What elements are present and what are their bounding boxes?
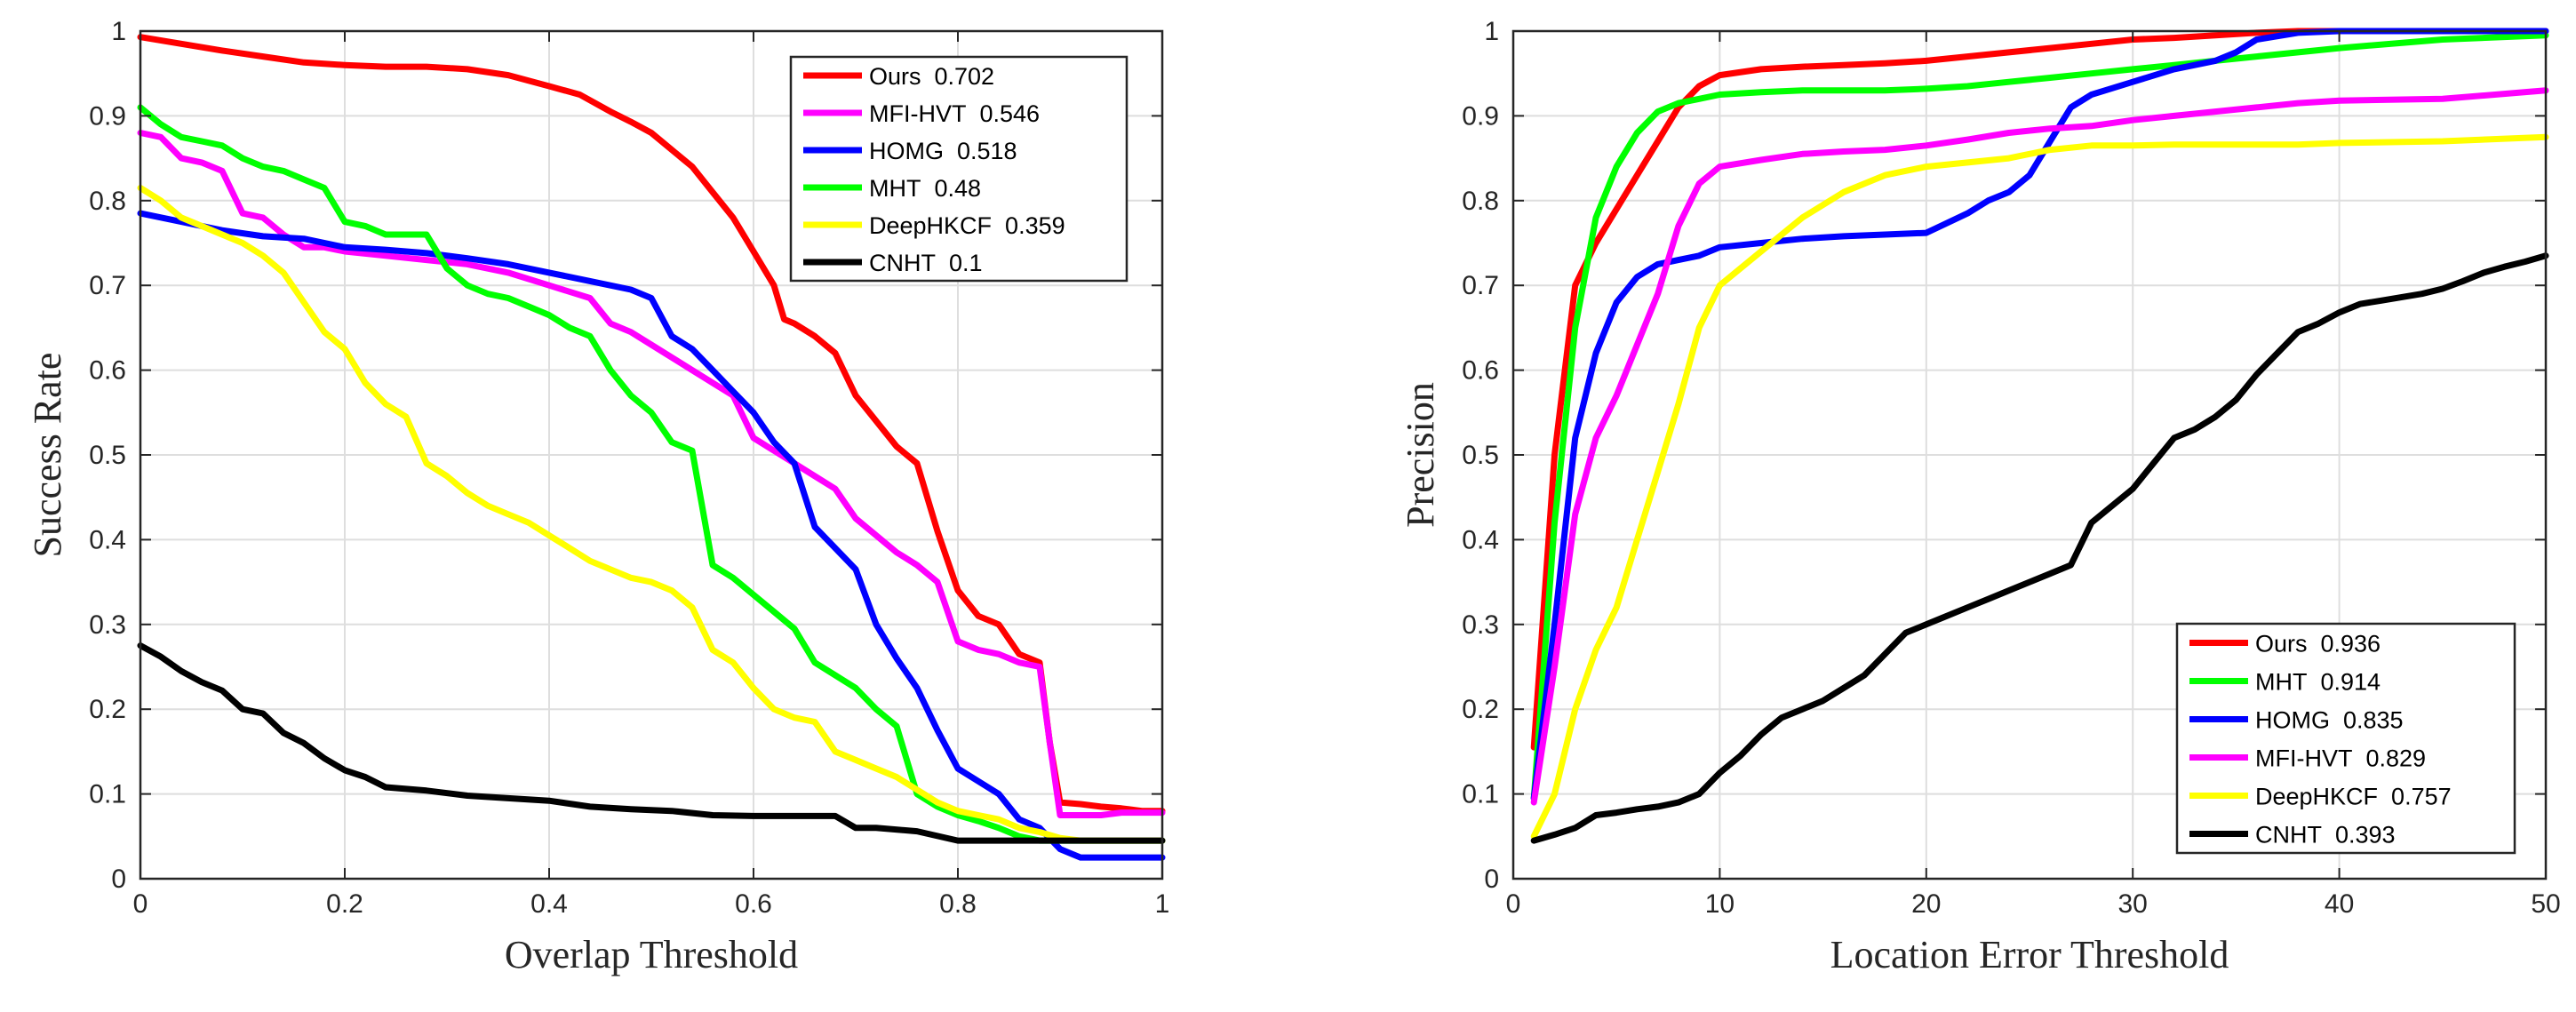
y-tick-label: 1 — [111, 17, 126, 46]
chart-2: 0 10 20 30 40 50 0 0.1 0.2 0.3 0.4 0.5 0.6 0.7 0.8 0.9 1… — [1399, 17, 2561, 976]
y-tick-label: 0.3 — [89, 610, 126, 640]
x-tick-label: 0.6 — [735, 889, 772, 919]
y-axis-label: Precision — [1399, 382, 1442, 528]
legend-entry: MHT 0.914 — [2255, 669, 2381, 696]
y-tick-label: 0 — [111, 865, 126, 894]
x-tick-label: 0.2 — [326, 889, 363, 919]
series-line-mht — [1530, 32, 2549, 801]
x-tick-label: 1 — [1155, 889, 1170, 919]
series-line-homg — [1530, 28, 2549, 801]
y-tick-label: 0.8 — [89, 187, 126, 216]
legend-entry: Ours 0.936 — [2255, 631, 2381, 657]
series-line-mht — [137, 104, 1166, 844]
y-tick-label: 0.5 — [89, 441, 126, 470]
x-tick-label: 30 — [2118, 889, 2148, 919]
x-tick-label: 0.8 — [939, 889, 977, 919]
y-axis-label: Success Rate — [26, 353, 69, 558]
legend-entry: DeepHKCF 0.359 — [869, 212, 1065, 239]
legend-entry: MFI-HVT 0.829 — [2255, 745, 2426, 772]
legend-entry: CNHT 0.1 — [869, 250, 983, 276]
y-tick-label: 0.7 — [89, 271, 126, 300]
y-tick-label: 0.9 — [1462, 101, 1499, 131]
y-tick-label: 0.3 — [1462, 610, 1499, 640]
y-tick-label: 0.4 — [89, 525, 126, 554]
legend-box — [2175, 622, 2516, 855]
legend-entry: CNHT 0.393 — [2255, 822, 2396, 849]
legend-entry: MFI-HVT 0.546 — [869, 100, 1040, 127]
series-line-cnht — [1530, 252, 2549, 844]
series-line-deephkcf — [137, 185, 1166, 844]
x-tick-label: 10 — [1705, 889, 1735, 919]
series-line-deephkcf — [1530, 133, 2549, 840]
y-tick-label: 0.8 — [1462, 187, 1499, 216]
x-tick-label: 0 — [133, 889, 148, 919]
x-axis-label: Location Error Threshold — [1830, 933, 2229, 976]
legend-entry: HOMG 0.835 — [2255, 707, 2404, 734]
legend-entry: Ours 0.702 — [869, 63, 994, 90]
x-axis-label: Overlap Threshold — [505, 933, 798, 976]
x-tick-label: 0 — [1506, 889, 1521, 919]
legend: Ours 0.936 MHT 0.914 HOMG 0.835 MFI-HVT 0.8… — [2175, 622, 2516, 855]
x-tick-label: 20 — [1911, 889, 1941, 919]
y-tick-label: 0.7 — [1462, 271, 1499, 300]
y-tick-label: 0.1 — [1462, 780, 1499, 809]
legend-entry: MHT 0.48 — [869, 175, 981, 202]
y-tick-label: 0.6 — [1462, 356, 1499, 386]
x-tick-label: 0.4 — [530, 889, 568, 919]
y-tick-label: 0.5 — [1462, 441, 1499, 470]
y-tick-label: 1 — [1484, 17, 1499, 46]
series-line-homg — [137, 210, 1166, 861]
y-tick-label: 0.2 — [1462, 695, 1499, 724]
y-tick-label: 0.1 — [89, 780, 126, 809]
legend-entry: DeepHKCF 0.757 — [2255, 784, 2452, 810]
x-tick-label: 50 — [2531, 889, 2560, 919]
x-tick-label: 40 — [2325, 889, 2354, 919]
legend: Ours 0.702 MFI-HVT 0.546 HOMG 0.518 MHT 0.4… — [789, 55, 1128, 283]
y-tick-label: 0.9 — [89, 101, 126, 131]
y-tick-label: 0.2 — [89, 695, 126, 724]
y-tick-label: 0 — [1484, 865, 1499, 894]
legend-entry: HOMG 0.518 — [869, 138, 1017, 164]
series-line-cnht — [137, 642, 1166, 844]
chart-1: 0 0.2 0.4 0.6 0.8 1 0 0.1 0.2 0.3 0.4 0.5 0.6 0.7 0.8 0… — [26, 17, 1169, 976]
y-tick-label: 0.4 — [1462, 525, 1499, 554]
series-line-mfi-hvt — [1530, 87, 2549, 806]
legend-box — [789, 55, 1128, 283]
series-line-ours — [1530, 28, 2549, 751]
y-tick-label: 0.6 — [89, 356, 126, 386]
